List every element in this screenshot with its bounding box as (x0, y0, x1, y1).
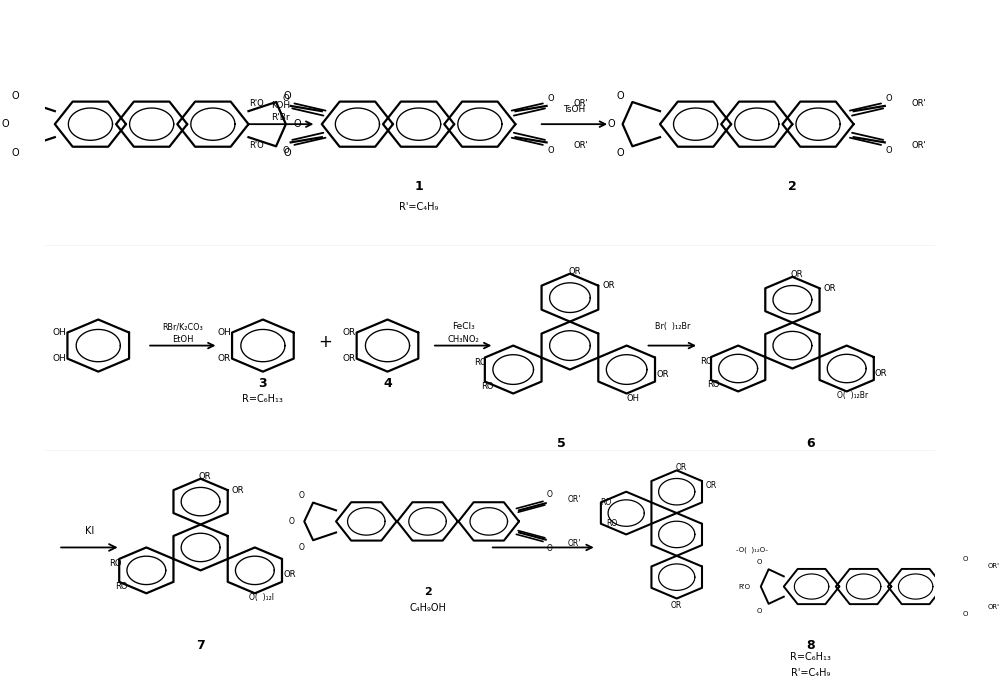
Text: OR: OR (791, 270, 803, 279)
Text: -O(  )₁₂O-: -O( )₁₂O- (736, 546, 768, 553)
Text: Br(  )₁₂Br: Br( )₁₂Br (655, 322, 690, 331)
Text: O(  )₁₂I: O( )₁₂I (249, 594, 274, 602)
Text: O: O (12, 148, 19, 158)
Text: 4: 4 (383, 377, 392, 390)
Text: OR: OR (671, 600, 682, 610)
Text: O: O (963, 556, 968, 562)
Text: 3: 3 (259, 377, 267, 390)
Text: OR: OR (283, 570, 296, 579)
Text: O: O (298, 543, 304, 552)
Text: OR: OR (232, 486, 244, 494)
Text: O: O (546, 490, 552, 499)
Text: 1: 1 (414, 180, 423, 193)
Text: O: O (963, 611, 968, 617)
Text: EtOH: EtOH (172, 335, 194, 344)
Text: OR: OR (218, 354, 231, 363)
Text: O: O (546, 544, 552, 553)
Text: 7: 7 (196, 639, 205, 652)
Text: O: O (294, 119, 301, 129)
Text: RO: RO (600, 498, 612, 507)
Text: OR': OR' (573, 99, 588, 108)
Text: OR: OR (342, 328, 355, 337)
Text: CH₃NO₂: CH₃NO₂ (447, 335, 479, 344)
Text: 2: 2 (424, 587, 431, 596)
Text: +: + (318, 333, 332, 351)
Text: R'Br: R'Br (271, 113, 290, 122)
Text: OR': OR' (568, 494, 581, 504)
Text: O: O (548, 94, 554, 102)
Text: RO: RO (109, 559, 121, 568)
Text: O: O (548, 145, 554, 155)
Text: R'=C₄H₉: R'=C₄H₉ (399, 202, 438, 212)
Text: KI: KI (85, 526, 94, 535)
Text: RO: RO (701, 357, 713, 366)
Text: OR: OR (676, 464, 687, 473)
Text: OR': OR' (568, 539, 581, 548)
Text: O: O (617, 148, 624, 158)
Text: OR: OR (199, 472, 211, 481)
Text: R'O: R'O (249, 99, 264, 108)
Text: FeCl₃: FeCl₃ (452, 322, 475, 331)
Text: R=C₆H₁₃: R=C₆H₁₃ (790, 652, 831, 662)
Text: TsOH: TsOH (563, 105, 586, 114)
Text: 2: 2 (788, 180, 797, 193)
Text: O: O (298, 491, 304, 500)
Text: OR': OR' (573, 141, 588, 150)
Text: OR: OR (603, 281, 615, 290)
Text: OR: OR (568, 267, 581, 276)
Text: O: O (886, 94, 893, 102)
Text: RO: RO (115, 582, 128, 591)
Text: R'O: R'O (249, 141, 264, 150)
Text: O: O (607, 119, 615, 129)
Text: R'=C₄H₉: R'=C₄H₉ (791, 668, 830, 678)
Text: OH: OH (217, 328, 231, 337)
Text: O: O (2, 119, 10, 129)
Text: R'O: R'O (738, 583, 750, 589)
Text: O: O (12, 91, 19, 100)
Text: R=C₆H₁₃: R=C₆H₁₃ (242, 394, 283, 404)
Text: OR': OR' (911, 99, 926, 108)
Text: RO: RO (481, 382, 494, 391)
Text: OR': OR' (911, 141, 926, 150)
Text: OR: OR (706, 481, 717, 490)
Text: O: O (284, 148, 292, 158)
Text: OR: OR (342, 354, 355, 363)
Text: OH: OH (52, 354, 66, 363)
Text: 8: 8 (806, 639, 815, 652)
Text: O: O (886, 145, 893, 155)
Text: RO: RO (707, 380, 719, 389)
Text: KOH: KOH (271, 101, 290, 110)
Text: O: O (756, 609, 762, 614)
Text: RO: RO (475, 358, 487, 367)
Text: O: O (283, 94, 290, 102)
Text: C₄H₉OH: C₄H₉OH (409, 603, 446, 613)
Text: 6: 6 (806, 436, 815, 449)
Text: O(  )₁₂Br: O( )₁₂Br (837, 391, 868, 400)
Text: O: O (284, 91, 292, 100)
Text: RO: RO (606, 519, 617, 528)
Text: OH: OH (52, 328, 66, 337)
Text: O: O (756, 559, 762, 565)
Text: OR: OR (824, 283, 836, 293)
Text: O: O (283, 145, 290, 155)
Text: RBr/K₂CO₃: RBr/K₂CO₃ (162, 322, 203, 331)
Text: OR': OR' (988, 563, 1000, 569)
Text: OR': OR' (988, 604, 1000, 611)
Text: O: O (289, 517, 294, 526)
Text: OR: OR (875, 369, 887, 378)
Text: 5: 5 (557, 436, 565, 449)
Text: OR: OR (656, 370, 669, 379)
Text: OH: OH (627, 393, 640, 402)
Text: O: O (617, 91, 624, 100)
